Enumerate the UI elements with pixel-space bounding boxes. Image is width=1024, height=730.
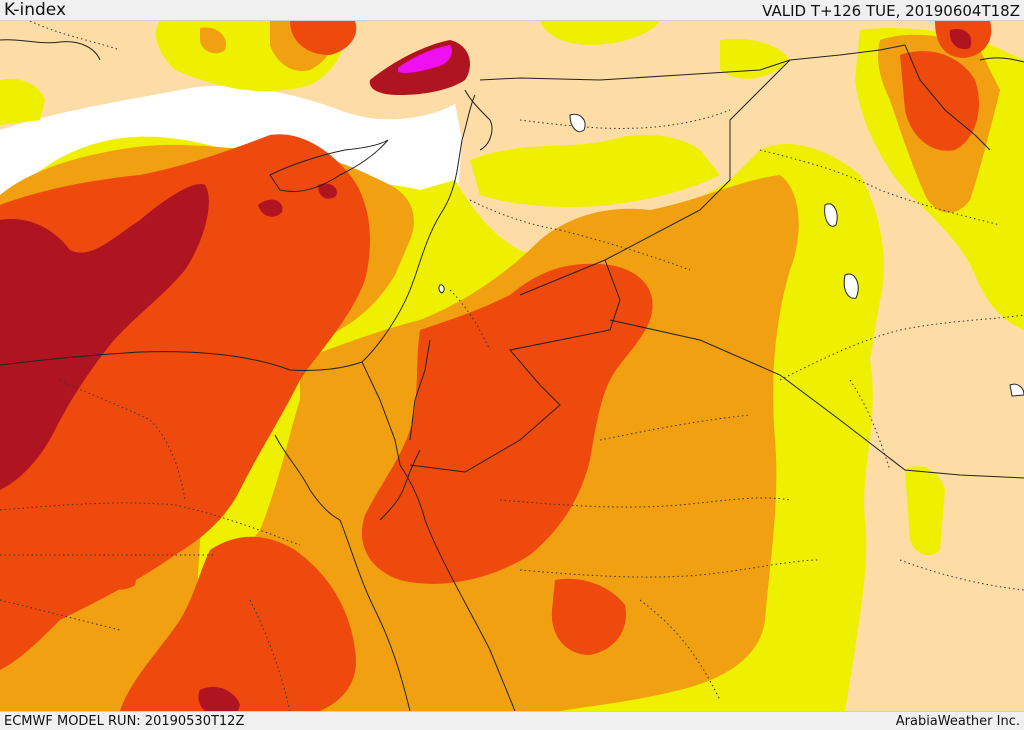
- dotted-boundaries: [0, 21, 1024, 711]
- header-bar: K-index VALID T+126 TUE, 20190604T18Z: [0, 0, 1024, 21]
- coastlines-borders: [0, 39, 1024, 711]
- zone-magenta: [398, 45, 452, 73]
- model-run-label: ECMWF MODEL RUN: 20190530T12Z: [4, 714, 245, 729]
- k-index-map: [0, 21, 1024, 711]
- valid-time-label: VALID T+126 TUE, 20190604T18Z: [762, 2, 1020, 20]
- credit-label: ArabiaWeather Inc.: [895, 714, 1020, 729]
- footer-bar: ECMWF MODEL RUN: 20190530T12Z ArabiaWeat…: [0, 711, 1024, 730]
- water-bodies: [438, 113, 1024, 397]
- map-title: K-index: [4, 0, 67, 20]
